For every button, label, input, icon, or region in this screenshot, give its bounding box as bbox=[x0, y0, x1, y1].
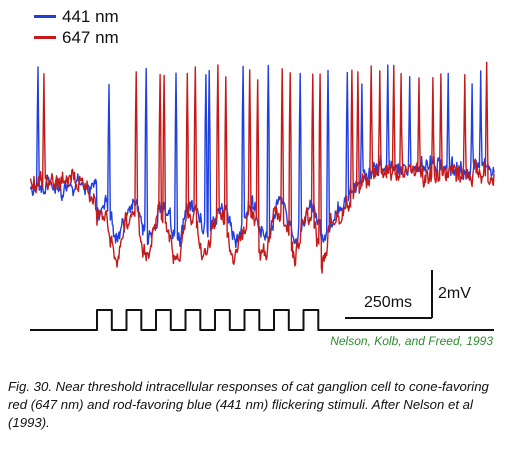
response-traces-plot bbox=[29, 61, 495, 331]
figure: 441 nm 647 nm 250ms 2mV Nelson, Kolb, an… bbox=[29, 7, 495, 348]
series-line-647nm bbox=[29, 61, 495, 274]
caption-text: Fig. 30. Near threshold intracellular re… bbox=[8, 379, 489, 430]
voltage-scale-label: 2mV bbox=[438, 285, 471, 302]
legend-label-647nm: 647 nm bbox=[62, 28, 119, 47]
blue-trace-441nm bbox=[29, 64, 495, 249]
stimulus-square-wave bbox=[30, 309, 494, 331]
time-scale-label: 250ms bbox=[364, 294, 413, 311]
stimulus-trace bbox=[30, 309, 494, 331]
series-line-441nm bbox=[29, 64, 495, 249]
legend-label-441nm: 441 nm bbox=[62, 7, 119, 26]
figure-caption: Fig. 30. Near threshold intracellular re… bbox=[8, 378, 498, 432]
legend-swatch-red bbox=[34, 36, 56, 39]
red-trace-647nm bbox=[29, 61, 495, 274]
legend-swatch-blue bbox=[34, 15, 56, 18]
scale-bars bbox=[345, 270, 433, 319]
credit-text: Nelson, Kolb, and Freed, 1993 bbox=[330, 334, 493, 348]
